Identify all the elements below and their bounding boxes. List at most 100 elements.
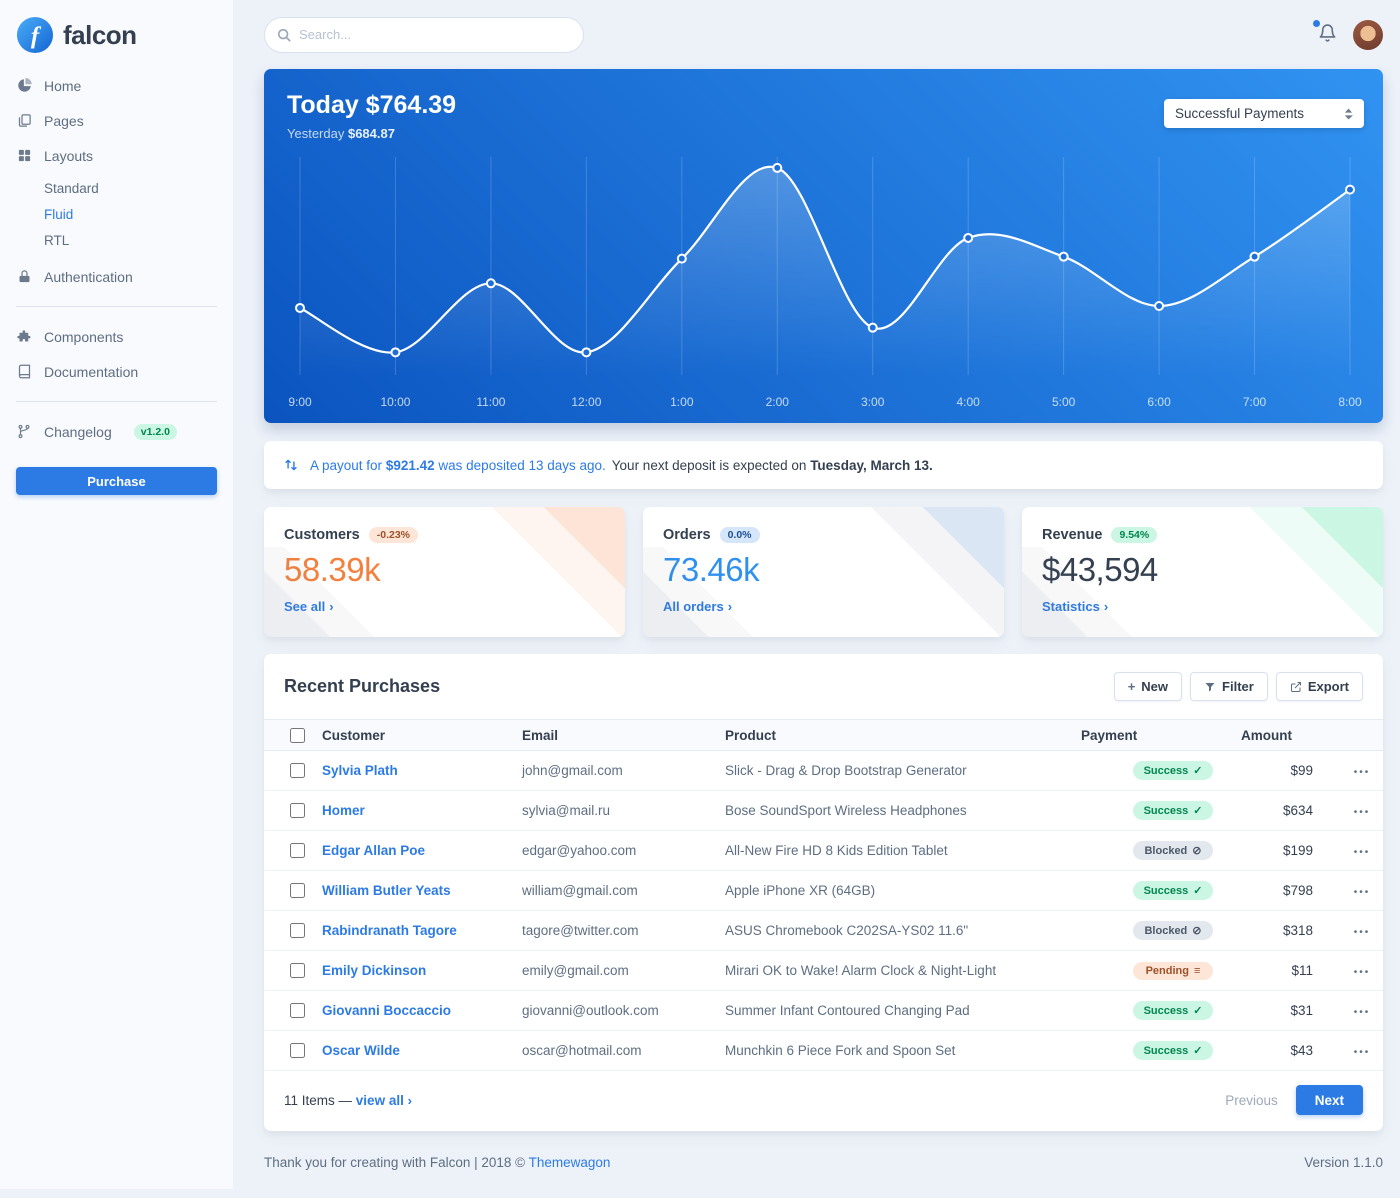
x-axis-label: 7:00 [1242, 395, 1267, 409]
revenue-card: Revenue 9.54% $43,594 Statistics › [1022, 507, 1383, 637]
sidebar-item-components[interactable]: Components [16, 319, 217, 354]
sidebar-item-documentation[interactable]: Documentation [16, 354, 217, 389]
filter-button[interactable]: Filter [1190, 672, 1268, 701]
sort-caret-icon [1344, 108, 1353, 120]
row-menu-button[interactable]: ••• [1353, 847, 1371, 858]
email-cell: giovanni@outlook.com [508, 990, 711, 1031]
row-menu-button[interactable]: ••• [1353, 1047, 1371, 1058]
sidebar-item-home[interactable]: Home [16, 68, 217, 103]
sidebar-subitem-standard[interactable]: Standard [44, 180, 99, 196]
stat-title: Orders [663, 527, 711, 543]
email-cell: emily@gmail.com [508, 950, 711, 991]
sidebar-item-label: Documentation [44, 363, 139, 380]
brand-logo[interactable]: f falcon [16, 0, 217, 68]
purchases-tbody: Sylvia Plath john@gmail.com Slick - Drag… [264, 750, 1383, 1071]
column-header: Customer [308, 719, 508, 751]
stats-row: Customers -0.23% 58.39k See all › Orders… [264, 507, 1383, 637]
row-checkbox[interactable] [290, 963, 305, 978]
sidebar-item-changelog[interactable]: Changelog v1.2.0 [16, 414, 217, 449]
sidebar-subitem-fluid[interactable]: Fluid [44, 206, 74, 222]
sidebar-item-pages[interactable]: Pages [16, 103, 217, 138]
version-badge: v1.2.0 [133, 423, 177, 440]
chevron-right-icon: › [407, 1092, 412, 1108]
filter-button-label: Filter [1222, 679, 1254, 694]
payout-link[interactable]: A payout for $921.42 was deposited 13 da… [310, 458, 606, 473]
today-label: Today [287, 91, 359, 119]
payment-badge-label: Blocked [1144, 924, 1188, 937]
payment-badge-label: Success [1143, 1044, 1189, 1057]
row-checkbox[interactable] [290, 923, 305, 938]
product-cell: Apple iPhone XR (64GB) [711, 870, 1067, 911]
customer-link[interactable]: Oscar Wilde [322, 1043, 400, 1058]
payment-badge: Success ✓ [1133, 1041, 1213, 1060]
customer-link[interactable]: Emily Dickinson [322, 963, 427, 978]
new-button[interactable]: + New [1113, 672, 1183, 701]
product-cell: Mirari OK to Wake! Alarm Clock & Night-L… [711, 950, 1067, 991]
payment-status-icon: ✓ [1193, 805, 1203, 817]
stat-badge: 0.0% [719, 527, 760, 543]
customer-link[interactable]: Homer [322, 803, 365, 818]
sidebar-item-label: Components [44, 328, 124, 345]
footer-version: Version 1.1.0 [1304, 1155, 1383, 1170]
see-all-link[interactable]: See all › [284, 599, 334, 614]
row-checkbox[interactable] [290, 803, 305, 818]
recent-purchases-card: Recent Purchases + New Filter Export [264, 654, 1383, 1131]
copy-icon [16, 113, 32, 129]
table-row: Emily Dickinson emily@gmail.com Mirari O… [264, 950, 1383, 991]
search-input[interactable] [264, 16, 584, 53]
email-cell: william@gmail.com [508, 870, 711, 911]
sidebar-subitem-rtl[interactable]: RTL [44, 232, 70, 248]
export-button[interactable]: Export [1275, 672, 1363, 701]
purchase-button[interactable]: Purchase [16, 467, 217, 495]
payment-badge-label: Success [1143, 1004, 1189, 1017]
row-checkbox[interactable] [290, 883, 305, 898]
amount-cell: $43 [1227, 1030, 1327, 1071]
themewagon-link[interactable]: Themewagon [528, 1155, 611, 1170]
row-menu-button[interactable]: ••• [1353, 887, 1371, 898]
recent-purchases-title: Recent Purchases [284, 676, 441, 696]
row-menu-button[interactable]: ••• [1353, 807, 1371, 818]
user-avatar[interactable] [1353, 19, 1383, 50]
product-cell: Summer Infant Contoured Changing Pad [711, 990, 1067, 1031]
row-checkbox[interactable] [290, 843, 305, 858]
row-menu-button[interactable]: ••• [1353, 927, 1371, 938]
row-menu-button[interactable]: ••• [1353, 1007, 1371, 1018]
x-axis-label: 1:00 [670, 395, 694, 409]
customer-link[interactable]: Giovanni Boccaccio [322, 1003, 452, 1018]
row-menu-button[interactable]: ••• [1353, 767, 1371, 778]
customer-link[interactable]: Edgar Allan Poe [322, 843, 426, 858]
sidebar-item-layouts[interactable]: Layouts [16, 138, 217, 173]
sidebar-nav: Home Pages Layouts Standard Fluid RTL Au… [16, 68, 217, 495]
items-count: 11 Items — [284, 1092, 353, 1108]
row-checkbox[interactable] [290, 1043, 305, 1058]
row-menu-button[interactable]: ••• [1353, 967, 1371, 978]
payments-filter-select[interactable]: Successful Payments [1164, 99, 1364, 128]
previous-button[interactable]: Previous [1225, 1092, 1278, 1108]
all-orders-link[interactable]: All orders › [663, 599, 732, 614]
column-header: Amount [1227, 719, 1327, 751]
payment-status-icon: ⊘ [1192, 845, 1202, 857]
row-checkbox[interactable] [290, 763, 305, 778]
payment-status-icon: ✓ [1193, 1005, 1203, 1017]
customer-link[interactable]: William Butler Yeats [322, 883, 451, 898]
row-checkbox[interactable] [290, 1003, 305, 1018]
sidebar-item-authentication[interactable]: Authentication [16, 259, 217, 294]
product-cell: Munchkin 6 Piece Fork and Spoon Set [711, 1030, 1067, 1071]
next-button[interactable]: Next [1295, 1085, 1363, 1115]
select-all-checkbox[interactable] [290, 727, 305, 743]
customer-link[interactable]: Rabindranath Tagore [322, 923, 457, 938]
customer-link[interactable]: Sylvia Plath [322, 763, 398, 778]
stat-value: $43,594 [1042, 551, 1158, 588]
view-all-link[interactable]: view all › [356, 1093, 412, 1108]
stat-value: 73.46k [663, 551, 760, 588]
payment-badge-label: Success [1143, 764, 1189, 777]
new-button-label: New [1141, 679, 1169, 694]
notifications-bell-icon[interactable] [1313, 20, 1337, 46]
payment-badge: Blocked ⊘ [1133, 841, 1213, 860]
statistics-link[interactable]: Statistics › [1042, 599, 1108, 614]
search-icon [277, 28, 291, 45]
amount-cell: $199 [1227, 830, 1327, 871]
sidebar-item-label: Pages [44, 112, 84, 129]
x-axis-label: 5:00 [1051, 395, 1076, 409]
payments-chart-card: Today $764.39 Yesterday $684.87 Successf… [264, 69, 1383, 423]
